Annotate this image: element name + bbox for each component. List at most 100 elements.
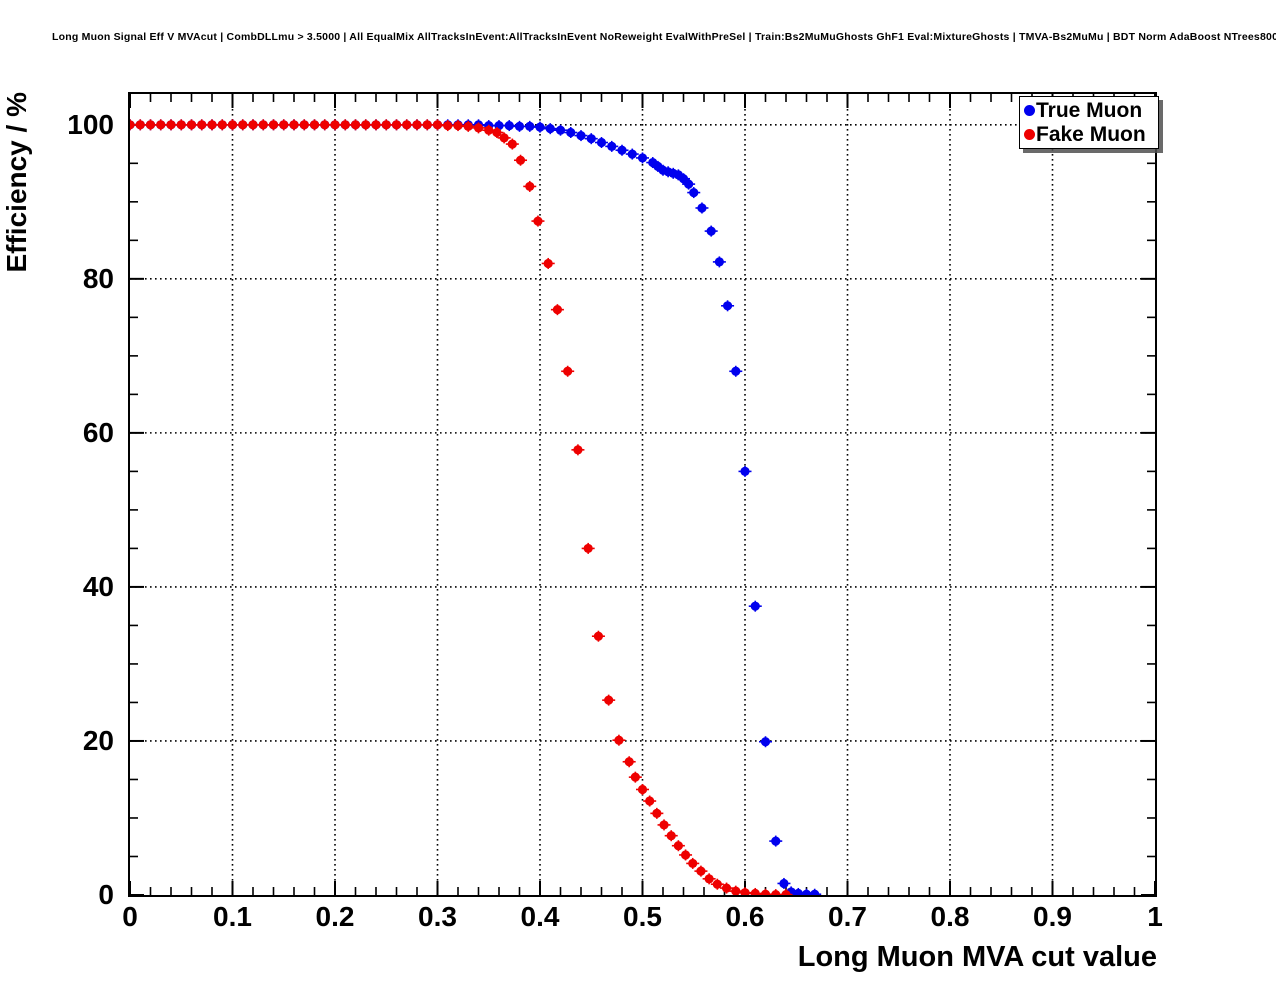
data-point [760, 737, 771, 747]
data-point [268, 120, 279, 130]
data-point [760, 889, 771, 895]
plot-inner [130, 94, 1155, 895]
x-tick-label: 0.1 [213, 901, 252, 932]
data-point [696, 866, 706, 876]
data-point [350, 120, 361, 130]
data-point [771, 836, 781, 846]
data-point [706, 226, 716, 236]
data-point [443, 120, 453, 131]
data-point [666, 831, 676, 841]
x-tick-label: 0.3 [418, 901, 457, 932]
data-point [299, 120, 309, 130]
data-point [504, 120, 514, 131]
data-point [507, 139, 517, 149]
data-point [673, 841, 683, 851]
data-point [722, 301, 733, 311]
data-point [289, 120, 299, 130]
data-point [217, 120, 227, 130]
data-point [630, 772, 640, 782]
x-tick-label: 0.9 [1033, 901, 1072, 932]
data-point [555, 125, 566, 135]
data-point [492, 127, 502, 138]
data-point [309, 120, 320, 130]
data-point [463, 121, 473, 131]
y-tick-label: 60 [82, 416, 114, 448]
data-point [688, 858, 698, 869]
data-point [624, 757, 634, 767]
data-point [596, 137, 607, 148]
data-point [566, 127, 576, 138]
data-point [515, 155, 526, 165]
data-point [391, 120, 402, 130]
data-point [197, 120, 207, 130]
data-point [145, 120, 156, 130]
data-point [248, 120, 258, 130]
data-point [135, 120, 145, 130]
data-point [750, 601, 760, 611]
data-point [176, 120, 186, 130]
data-point [238, 120, 248, 130]
y-tick-label: 0 [98, 879, 114, 910]
data-point [361, 120, 371, 130]
x-tick-label: 0.5 [623, 901, 662, 932]
data-point [576, 130, 586, 141]
data-point [731, 366, 741, 376]
data-point [381, 120, 391, 130]
x-tick-label: 0.2 [315, 901, 355, 932]
legend-marker-dot-icon [1024, 128, 1035, 140]
x-tick-label: 0.7 [828, 901, 867, 932]
legend-marker-dot-icon [1024, 104, 1035, 116]
x-tick-label: 0.8 [930, 901, 970, 932]
data-point [593, 631, 604, 641]
data-point [412, 120, 422, 130]
x-tick-label: 1 [1147, 901, 1163, 932]
data-point [552, 305, 563, 315]
x-tick-label: 0.6 [725, 901, 765, 932]
x-tick-label: 0 [122, 901, 138, 932]
plot-area [128, 92, 1157, 897]
data-point [771, 890, 781, 895]
y-tick-label: 80 [82, 262, 114, 294]
data-point [484, 125, 494, 135]
legend-entry-fake-muon: Fake Muon [1024, 122, 1156, 146]
data-point [810, 889, 820, 895]
data-point [689, 187, 699, 198]
data-point [473, 123, 484, 133]
series-true-muon [130, 119, 822, 895]
data-point [545, 124, 555, 134]
data-point [652, 808, 662, 818]
data-point [543, 258, 553, 269]
y-tick-label: 100 [67, 108, 114, 140]
data-point [586, 134, 596, 144]
data-point [637, 153, 648, 163]
data-point [186, 120, 197, 130]
data-point [371, 120, 381, 130]
data-point [156, 120, 166, 130]
data-point [659, 820, 669, 830]
data-point [607, 141, 617, 151]
data-point [130, 120, 135, 130]
data-point [583, 543, 593, 554]
data-point [207, 120, 217, 130]
data-point [617, 145, 627, 155]
plot-svg [130, 94, 1155, 895]
y-tick-label: 40 [82, 570, 114, 602]
data-point [258, 120, 268, 130]
data-point [714, 257, 724, 267]
data-point [645, 796, 655, 806]
data-point [166, 120, 176, 130]
data-point [499, 133, 509, 143]
data-point [432, 120, 443, 130]
data-point [684, 179, 694, 189]
data-point [514, 121, 525, 131]
data-point [614, 735, 624, 745]
data-point [604, 695, 614, 705]
data-point [740, 466, 750, 476]
data-point [627, 149, 637, 159]
data-point [731, 886, 741, 895]
data-point [453, 120, 463, 131]
data-point [533, 216, 543, 226]
legend-label: True Muon [1036, 98, 1143, 122]
data-point [340, 120, 350, 130]
